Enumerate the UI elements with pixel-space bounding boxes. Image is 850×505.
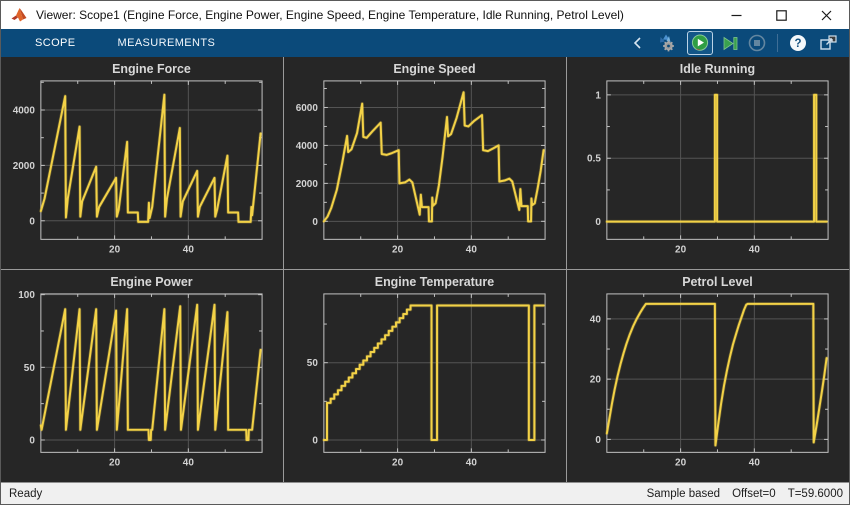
series-line-glow (605, 302, 829, 448)
toolstrip-tabs: SCOPE MEASUREMENTS (23, 29, 227, 57)
y-tick-label: 0 (312, 436, 318, 447)
chart-title: Idle Running (680, 62, 755, 76)
axes-frame (323, 293, 546, 454)
scope-display-grid: Engine Force 20 40 0 2000 4000 Engine Speed 20… (1, 57, 849, 483)
toolbar-separator (777, 34, 778, 52)
series-line (605, 93, 828, 223)
stop-button[interactable] (747, 32, 767, 54)
series-line-glow (322, 90, 546, 224)
chart-title: Engine Power (110, 275, 192, 289)
matlab-icon (11, 8, 27, 22)
chevron-left-icon[interactable] (627, 32, 647, 54)
panel-engine-temperature[interactable]: Engine Temperature 20 40 0 50 (284, 270, 566, 483)
status-sample-mode: Sample based (646, 487, 721, 500)
chart-title: Engine Force (112, 62, 191, 76)
status-offset: Offset=0 (732, 487, 776, 500)
y-tick-label: 0 (29, 216, 35, 227)
x-tick-label: 40 (749, 458, 761, 469)
y-tick-label: 2000 (13, 161, 36, 172)
title-bar: Viewer: Scope1 (Engine Force, Engine Pow… (1, 1, 849, 29)
chart-title: Engine Speed (393, 62, 475, 76)
y-tick-label: 100 (18, 290, 35, 301)
y-tick-label: 0 (595, 217, 601, 228)
y-tick-label: 2000 (296, 179, 319, 190)
simulation-settings-icon[interactable] (654, 32, 680, 54)
y-tick-label: 50 (24, 363, 36, 374)
y-tick-label: 4000 (13, 105, 36, 116)
x-tick-label: 20 (392, 458, 404, 469)
popout-icon[interactable] (815, 32, 841, 54)
minimize-button[interactable] (714, 1, 759, 29)
x-tick-label: 20 (675, 244, 687, 255)
x-tick-label: 40 (183, 244, 195, 255)
maximize-button[interactable] (759, 1, 804, 29)
y-tick-label: 4000 (296, 141, 319, 152)
x-tick-label: 40 (466, 458, 478, 469)
x-tick-label: 40 (466, 244, 478, 255)
panel-petrol-level[interactable]: Petrol Level 20 40 0 20 40 (567, 270, 849, 483)
y-tick-label: 40 (590, 315, 602, 326)
x-tick-label: 40 (183, 458, 195, 469)
series-line (39, 304, 262, 442)
chart-title: Engine Temperature (375, 275, 494, 289)
toolstrip: SCOPE MEASUREMENTS (1, 29, 849, 57)
x-tick-label: 20 (392, 244, 404, 255)
tab-scope[interactable]: SCOPE (35, 37, 76, 49)
run-button[interactable] (687, 31, 713, 55)
x-tick-label: 20 (675, 458, 687, 469)
step-forward-button[interactable] (720, 32, 740, 54)
y-tick-label: 20 (590, 375, 602, 386)
help-button[interactable]: ? (788, 32, 808, 54)
x-tick-label: 40 (749, 244, 761, 255)
status-bar: Ready Sample based Offset=0 T=59.6000 (1, 482, 849, 504)
y-tick-label: 0.5 (587, 154, 601, 165)
panel-idle-running[interactable]: Idle Running 20 40 0 0.5 1 (567, 57, 849, 270)
axes-frame (40, 293, 263, 454)
svg-text:?: ? (794, 38, 801, 50)
panel-engine-power[interactable]: Engine Power 20 40 0 50 100 (1, 270, 283, 483)
y-tick-label: 0 (595, 435, 601, 446)
panel-engine-force[interactable]: Engine Force 20 40 0 2000 4000 (1, 57, 283, 270)
series-line (605, 303, 828, 447)
panel-engine-speed[interactable]: Engine Speed 20 40 0 2000 4000 6000 (284, 57, 566, 270)
y-tick-label: 0 (29, 436, 35, 447)
series-line (322, 304, 545, 442)
y-tick-label: 0 (312, 217, 318, 228)
window-title: Viewer: Scope1 (Engine Force, Engine Pow… (36, 8, 624, 22)
tab-measurements[interactable]: MEASUREMENTS (117, 37, 216, 49)
status-ready: Ready (9, 487, 43, 500)
axes-frame (606, 293, 829, 454)
chart-title: Petrol Level (682, 275, 753, 289)
toolbar-actions: ? (627, 31, 841, 55)
status-time: T=59.6000 (787, 487, 843, 500)
y-tick-label: 1 (595, 90, 601, 101)
x-tick-label: 20 (109, 458, 121, 469)
x-tick-label: 20 (109, 244, 121, 255)
y-tick-label: 50 (307, 358, 319, 369)
series-line (322, 91, 545, 223)
series-line (39, 93, 262, 223)
axes-frame (323, 80, 546, 240)
y-tick-label: 6000 (296, 103, 319, 114)
close-button[interactable] (804, 1, 849, 29)
